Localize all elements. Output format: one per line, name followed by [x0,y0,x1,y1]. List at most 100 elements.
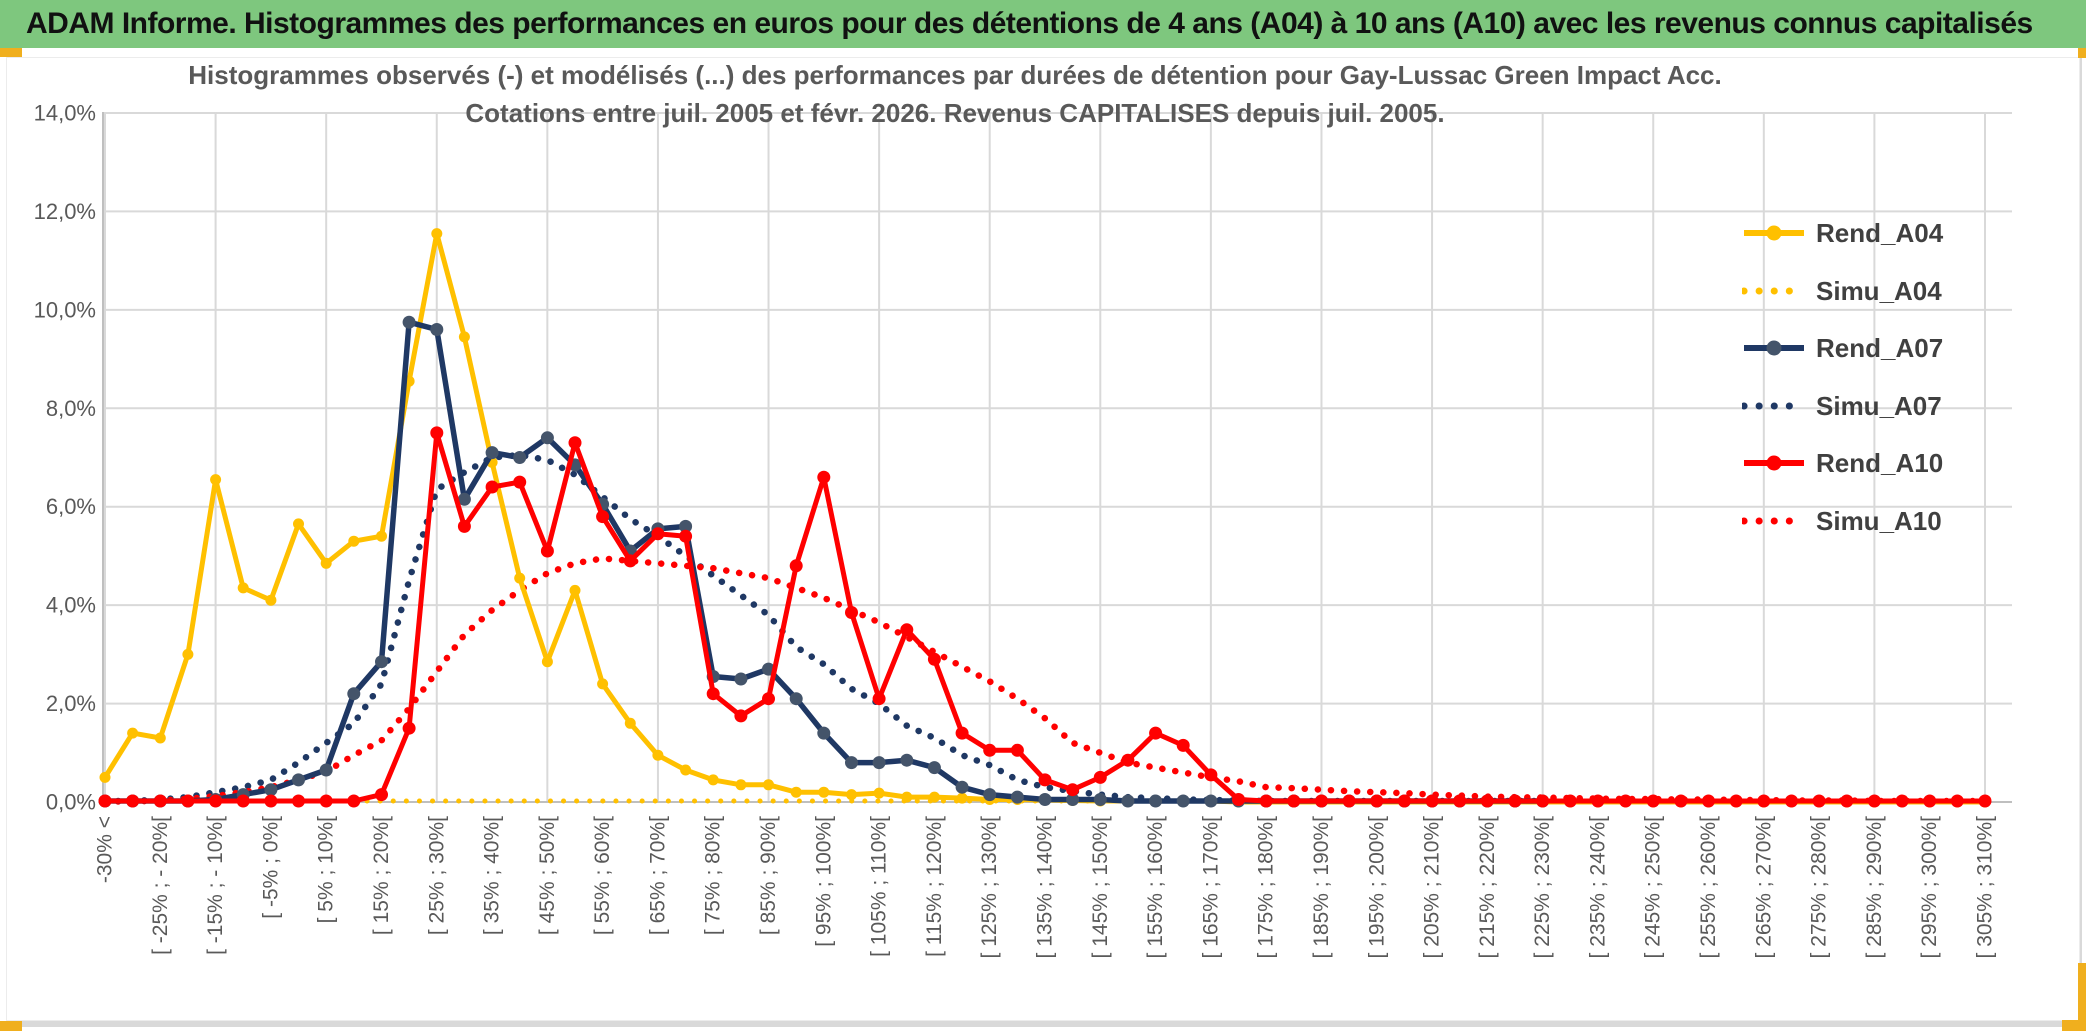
series-Rend_A10[interactable] [98,426,1992,808]
data-point-Rend_A10[interactable] [1619,794,1633,808]
data-point-Rend_A10[interactable] [1950,794,1964,808]
data-point-Rend_A10[interactable] [1397,794,1411,808]
data-point-Rend_A04[interactable] [597,678,609,690]
data-point-Rend_A04[interactable] [458,331,470,343]
data-point-Rend_A07[interactable] [1066,793,1080,806]
data-point-Rend_A10[interactable] [264,794,278,808]
legend-item-Rend_A10[interactable]: Rend_A10 [1742,448,1943,478]
data-point-Rend_A04[interactable] [265,594,277,606]
data-point-Rend_A07[interactable] [927,761,941,775]
data-point-Rend_A10[interactable] [1315,794,1328,808]
data-point-Rend_A07[interactable] [679,519,693,533]
data-point-Rend_A10[interactable] [347,794,361,808]
data-point-Rend_A10[interactable] [1757,794,1771,808]
data-point-Rend_A04[interactable] [237,582,249,594]
data-point-Rend_A04[interactable] [431,228,443,240]
data-point-Rend_A10[interactable] [153,794,167,808]
data-point-Rend_A07[interactable] [1093,793,1107,806]
data-point-Rend_A10[interactable] [540,544,554,558]
data-point-Rend_A10[interactable] [126,794,140,808]
data-point-Rend_A10[interactable] [900,623,914,637]
legend-item-Rend_A04[interactable]: Rend_A04 [1742,218,1943,248]
data-point-Rend_A04[interactable] [99,771,111,783]
legend-item-Rend_A07[interactable]: Rend_A07 [1742,333,1943,363]
data-point-Rend_A04[interactable] [846,789,857,801]
data-point-Rend_A10[interactable] [236,794,250,808]
data-point-Rend_A10[interactable] [706,687,720,701]
data-point-Rend_A04[interactable] [680,764,692,776]
data-point-Rend_A07[interactable] [375,655,388,669]
data-point-Rend_A04[interactable] [928,791,940,803]
data-point-Rend_A10[interactable] [1785,794,1798,808]
data-point-Rend_A07[interactable] [292,773,305,787]
data-point-Rend_A10[interactable] [1425,794,1439,808]
data-point-Rend_A10[interactable] [1646,794,1660,808]
data-point-Rend_A07[interactable] [983,788,997,802]
data-point-Rend_A10[interactable] [1591,794,1605,808]
data-point-Rend_A10[interactable] [1453,794,1467,808]
data-point-Rend_A10[interactable] [983,743,997,757]
data-point-Rend_A04[interactable] [652,749,664,761]
data-point-Rend_A10[interactable] [402,721,416,735]
data-point-Rend_A07[interactable] [513,451,527,464]
data-point-Rend_A07[interactable] [734,672,748,686]
data-point-Rend_A04[interactable] [735,779,747,791]
data-point-Rend_A10[interactable] [845,606,858,619]
data-point-Rend_A07[interactable] [457,492,471,506]
data-point-Rend_A10[interactable] [596,510,610,524]
data-point-Rend_A07[interactable] [1176,794,1190,808]
data-point-Rend_A10[interactable] [1066,783,1080,797]
data-point-Rend_A10[interactable] [1149,726,1163,740]
data-point-Rend_A10[interactable] [375,788,388,802]
data-point-Rend_A04[interactable] [624,717,636,729]
data-point-Rend_A10[interactable] [1840,794,1854,808]
data-point-Rend_A07[interactable] [1010,790,1024,804]
data-point-Rend_A10[interactable] [762,692,775,706]
data-point-Rend_A10[interactable] [457,519,471,533]
data-point-Rend_A10[interactable] [1812,794,1826,808]
data-point-Rend_A07[interactable] [845,756,858,770]
data-point-Rend_A07[interactable] [872,756,886,770]
data-point-Rend_A07[interactable] [430,323,444,336]
data-point-Rend_A07[interactable] [485,446,499,460]
data-point-Rend_A10[interactable] [1259,794,1273,808]
data-point-Rend_A10[interactable] [1370,794,1384,808]
data-point-Rend_A10[interactable] [1867,794,1881,808]
data-point-Rend_A10[interactable] [955,726,969,740]
data-point-Rend_A10[interactable] [209,794,223,808]
data-point-Rend_A10[interactable] [789,559,803,573]
data-point-Rend_A10[interactable] [651,527,665,541]
data-point-Rend_A07[interactable] [1121,794,1135,808]
data-point-Rend_A07[interactable] [264,783,278,797]
data-point-Rend_A04[interactable] [293,518,304,530]
legend-item-Simu_A10[interactable]: Simu_A10 [1742,506,1942,536]
data-point-Rend_A10[interactable] [319,794,333,808]
data-point-Rend_A07[interactable] [1038,793,1052,806]
data-point-Rend_A10[interactable] [1978,794,1992,808]
legend-item-Simu_A04[interactable]: Simu_A04 [1742,276,1942,306]
data-point-Rend_A10[interactable] [98,794,112,808]
data-point-Rend_A10[interactable] [292,794,305,808]
data-point-Rend_A07[interactable] [1149,794,1163,808]
data-point-Rend_A04[interactable] [707,774,719,786]
data-point-Rend_A07[interactable] [1204,794,1218,808]
series-Simu_A07[interactable] [101,451,1546,805]
data-point-Rend_A10[interactable] [1895,794,1909,808]
data-point-Rend_A10[interactable] [1093,770,1107,784]
data-point-Rend_A04[interactable] [514,572,526,584]
data-point-Rend_A10[interactable] [1010,743,1024,757]
data-point-Rend_A10[interactable] [1702,794,1715,808]
data-point-Rend_A04[interactable] [376,530,387,542]
data-point-Rend_A04[interactable] [790,786,802,798]
data-point-Rend_A07[interactable] [955,780,969,794]
data-point-Rend_A04[interactable] [818,786,830,798]
data-point-Rend_A10[interactable] [513,475,527,489]
data-point-Rend_A10[interactable] [1674,794,1688,808]
data-point-Rend_A04[interactable] [210,474,222,486]
data-point-Rend_A10[interactable] [568,436,582,450]
data-point-Rend_A10[interactable] [1287,794,1301,808]
data-point-Rend_A10[interactable] [1729,794,1743,808]
data-point-Rend_A10[interactable] [1121,753,1135,767]
data-point-Rend_A10[interactable] [1176,738,1190,752]
data-point-Rend_A10[interactable] [1508,794,1522,808]
